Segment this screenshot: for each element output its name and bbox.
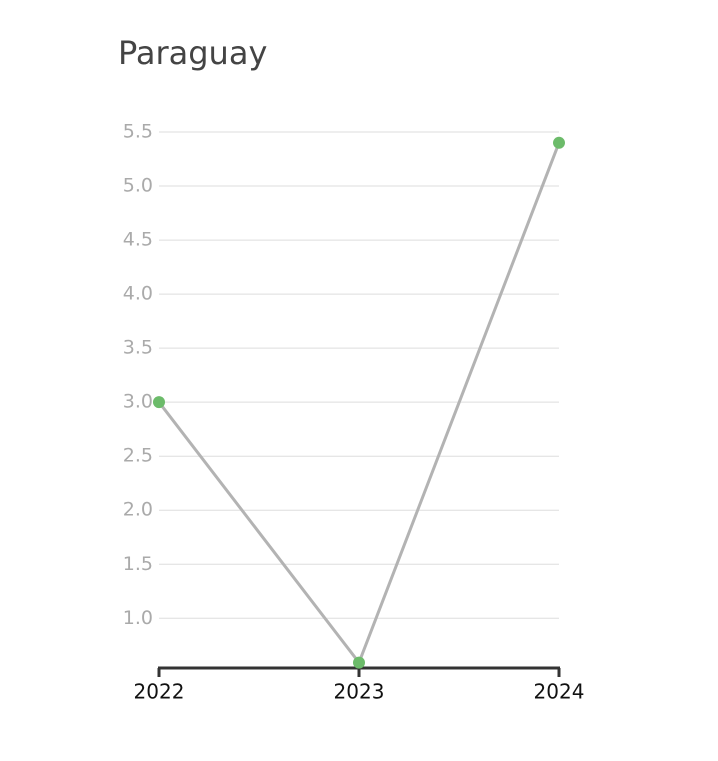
chart-title: Paraguay <box>118 34 267 72</box>
x-tick-label: 2024 <box>534 680 585 704</box>
y-tick-label: 5.0 <box>123 175 153 197</box>
y-tick-label: 4.0 <box>123 283 153 305</box>
point <box>553 136 565 149</box>
y-tick-label: 1.5 <box>123 553 153 575</box>
point <box>153 396 165 409</box>
line <box>157 142 561 666</box>
y-tick-label: 3.0 <box>123 391 153 413</box>
x-tick-label: 2022 <box>134 680 185 704</box>
y-tick-label: 5.5 <box>123 121 153 143</box>
y-tick-label: 4.5 <box>123 229 153 251</box>
x-tick-label: 2023 <box>334 680 385 704</box>
point <box>353 656 365 669</box>
y-tick-label: 2.5 <box>123 445 153 467</box>
y-tick-label: 1.0 <box>123 607 153 629</box>
y-tick-label: 2.0 <box>123 499 153 521</box>
y-tick-label: 3.5 <box>123 337 153 359</box>
